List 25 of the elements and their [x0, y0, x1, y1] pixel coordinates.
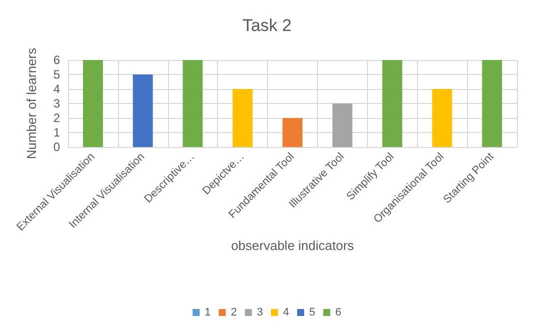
bar	[382, 60, 402, 147]
chart-title: Task 2	[242, 16, 292, 35]
legend-label: 5	[309, 306, 316, 318]
x-axis-title: observable indicators	[231, 238, 354, 253]
y-axis-title: Number of learners	[24, 47, 39, 160]
bar	[482, 60, 502, 147]
y-tick-label: 0	[53, 140, 60, 154]
y-tick-label: 4	[53, 82, 60, 96]
bar	[82, 60, 103, 147]
bar	[182, 60, 203, 147]
bar	[132, 74, 153, 147]
y-tick-label: 3	[53, 96, 60, 110]
bar	[232, 89, 253, 147]
bar	[282, 118, 302, 147]
y-tick-label: 2	[53, 111, 60, 125]
legend-label: 2	[230, 306, 237, 318]
y-tick-label: 6	[53, 53, 60, 67]
y-tick-label: 5	[53, 68, 60, 82]
bar	[432, 89, 452, 147]
legend-label: 3	[256, 306, 264, 318]
y-tick-label: 1	[53, 126, 60, 140]
legend-label: 4	[283, 306, 290, 318]
legend-label: 6	[335, 306, 342, 318]
legend-label: 1	[204, 306, 211, 318]
bar	[332, 104, 352, 147]
